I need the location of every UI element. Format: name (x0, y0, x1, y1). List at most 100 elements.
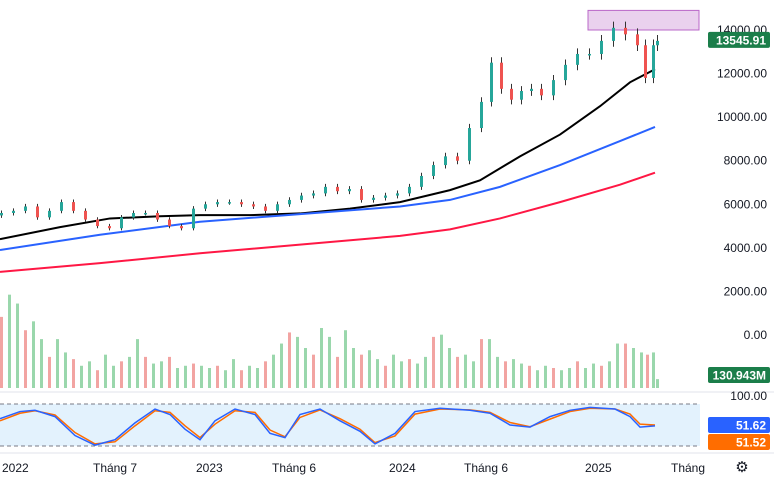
candle-body (456, 156, 459, 161)
volume-bar (656, 379, 659, 388)
stochastic-k-tag-bg (708, 417, 770, 433)
candle-body (264, 206, 267, 211)
volume-bar (24, 330, 27, 388)
time-tick-label: 2024 (389, 461, 416, 475)
candle-body (612, 27, 615, 41)
candle-body (432, 165, 435, 176)
stochastic-d-tag-bg (708, 434, 770, 450)
settings-gear-icon[interactable]: ⚙ (735, 459, 749, 476)
volume-bar (646, 354, 649, 388)
price-tick-label: 6000.00 (724, 197, 768, 211)
volume-bar (40, 339, 43, 388)
candle-body (132, 213, 135, 218)
candle-body (588, 53, 591, 56)
price-tick-label: 8000.00 (724, 154, 768, 168)
candle-body (300, 195, 303, 200)
candle-body (384, 195, 387, 198)
last-price-tag-text: 13545.91 (716, 33, 766, 47)
volume-bar (608, 361, 611, 388)
candlesticks (0, 21, 659, 231)
volume-bar (256, 368, 259, 388)
volume-bar (600, 365, 603, 388)
last-volume-tag: 130.943M (708, 367, 770, 383)
moving-averages (0, 68, 656, 273)
candle-body (500, 62, 503, 89)
candle-body (192, 208, 195, 229)
volume-bar (304, 348, 307, 388)
volume-bar (152, 363, 155, 388)
volume-bar (264, 361, 267, 388)
candle-body (108, 226, 111, 229)
volume-bar (368, 350, 371, 388)
candle-body (520, 91, 523, 100)
volume-bar (344, 330, 347, 388)
candle-body (312, 193, 315, 196)
candle-body (552, 80, 555, 96)
candle-body (636, 34, 639, 46)
candle-body (480, 101, 483, 129)
volume-bar (0, 316, 3, 388)
stochastic-tick-label: 100.00 (730, 389, 767, 403)
stochastic-k-line (0, 406, 656, 446)
volume-bar (440, 334, 443, 388)
candle-body (600, 40, 603, 54)
volume-bar (96, 370, 99, 388)
last-price-tag-bg (708, 31, 770, 48)
candle-body (144, 213, 147, 215)
volume-bar (576, 361, 579, 388)
volume-bar (224, 370, 227, 388)
volume-bar (272, 354, 275, 388)
candle-body (408, 186, 411, 194)
stochastic-k-tag-text: 51.62 (736, 419, 766, 433)
candle-body (48, 210, 51, 218)
time-tick-label: Tháng 7 (93, 461, 137, 475)
last-price-tag: 13545.91 (708, 31, 770, 48)
volume-bar (544, 365, 547, 388)
candle-body (72, 202, 75, 211)
candle-body (168, 219, 171, 227)
volume-bar (176, 368, 179, 388)
candle-body (420, 175, 423, 187)
volume-bar (128, 356, 131, 388)
candle-body (156, 213, 159, 220)
volume-bar (384, 365, 387, 388)
price-tick-label: 0.00 (744, 328, 768, 342)
candle-body (252, 204, 255, 207)
candle-body (120, 217, 123, 229)
volume-bar (408, 359, 411, 388)
candle-body (216, 202, 219, 205)
volume-bar (592, 363, 595, 388)
moving-average-line (0, 171, 656, 273)
value-tags: 13545.91 130.943M 51.62 51.52 (708, 31, 770, 450)
volume-bar (392, 354, 395, 388)
volume-bar (88, 361, 91, 388)
candle-body (228, 202, 231, 204)
candle-body (490, 62, 493, 102)
volume-bar (200, 365, 203, 388)
volume-bar (16, 303, 19, 388)
volume-bar (240, 370, 243, 388)
candle-body (96, 219, 99, 227)
price-tick-label: 4000.00 (724, 241, 768, 255)
volume-bar (80, 365, 83, 388)
stochastic-band (0, 404, 700, 446)
stochastic-d-line (0, 407, 656, 445)
candle-body (324, 186, 327, 194)
volume-bar (56, 339, 59, 388)
volume-bar (64, 352, 67, 388)
candle-body (0, 213, 3, 216)
candle-body (372, 197, 375, 200)
volume-bar (568, 368, 571, 388)
volume-bar (480, 339, 483, 388)
candle-body (656, 40, 659, 46)
candle-body (468, 128, 471, 161)
volume-bar (112, 365, 115, 388)
time-tick-label: 2025 (585, 461, 612, 475)
volume-bar (248, 365, 251, 388)
last-volume-tag-text: 130.943M (713, 369, 766, 383)
highlight-zone (587, 9, 700, 31)
time-tick-label: 2022 (2, 461, 29, 475)
price-axis: 14000.0012000.0010000.008000.006000.0040… (717, 23, 767, 403)
volume-bar (184, 365, 187, 388)
